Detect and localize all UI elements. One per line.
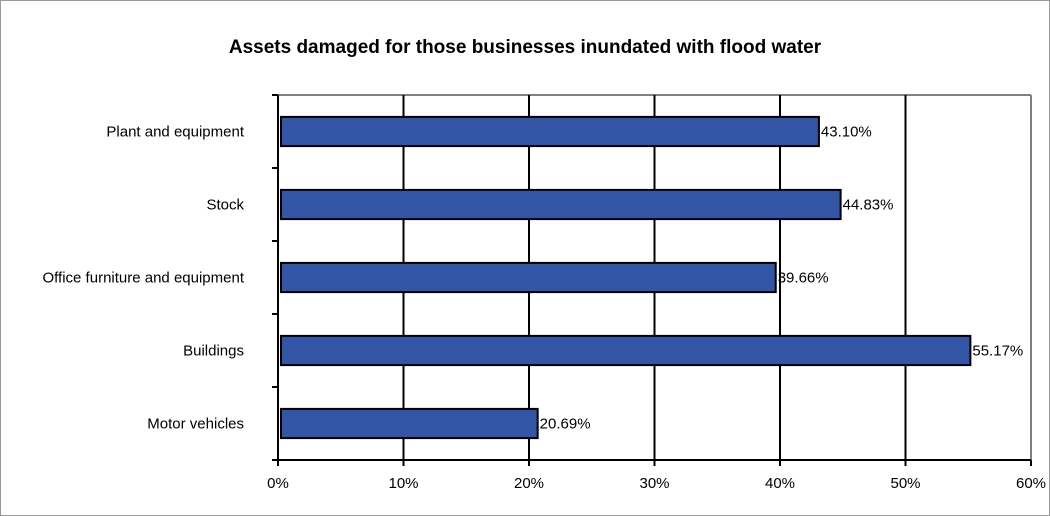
axes [272,94,1032,466]
x-tick-label: 20% [514,475,544,492]
category-label: Buildings [183,343,244,360]
category-label: Office furniture and equipment [42,270,244,287]
x-tick-label: 60% [1016,475,1046,492]
x-tick-label: 0% [267,475,289,492]
category-label: Motor vehicles [147,416,244,433]
x-tick-label: 40% [765,475,795,492]
bar [280,188,842,221]
labels: 0% 10% 20% 30% 40% 50% 60% 43.10% Plant and equi… [42,124,1046,493]
bars [280,115,972,440]
data-label: 39.66% [778,270,829,287]
data-label: 55.17% [972,343,1023,360]
data-label: 43.10% [821,124,872,141]
bar [280,334,972,367]
bar [280,115,820,148]
data-label: 44.83% [843,197,894,214]
x-tick-label: 50% [890,475,920,492]
x-tick-label: 30% [639,475,669,492]
category-label: Plant and equipment [106,124,244,141]
data-label: 20.69% [540,416,591,433]
x-tick-label: 10% [388,475,418,492]
chart-title: Assets damaged for those businesses inun… [229,37,822,58]
category-label: Stock [206,197,244,214]
bar [280,407,539,440]
bar [280,261,777,294]
